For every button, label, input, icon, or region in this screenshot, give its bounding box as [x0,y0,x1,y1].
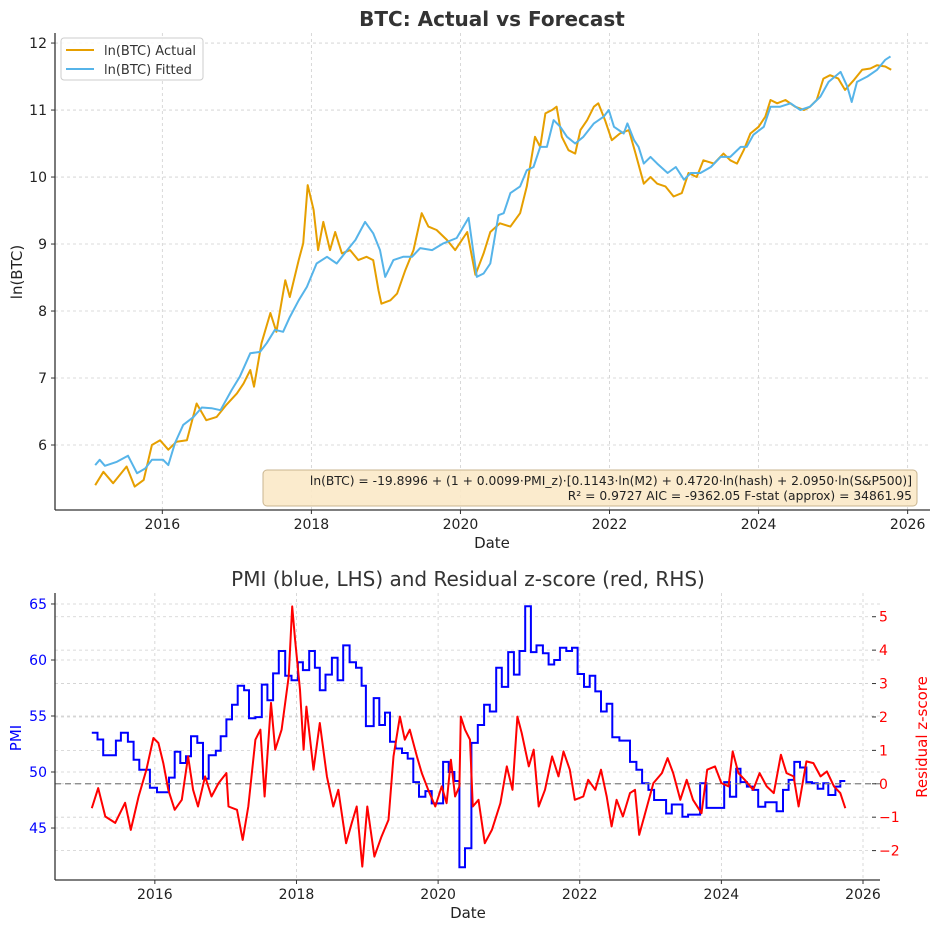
series-residual-z-score [90,605,847,868]
legend-box [60,37,204,81]
pmi-left-tick-label: 45 [29,821,47,837]
btc-chart: BTC: Actual vs Forecast 2016 2018 2020 2022… [8,7,930,552]
btc-y-tick-label: 8 [38,304,47,320]
pmi-left-axis-label: PMI [7,725,25,751]
zscore-right-tick-label: 3 [879,677,888,693]
btc-legend: ln(BTC) Actual ln(BTC) Fitted [60,37,204,81]
equation-background [262,469,918,507]
zscore-right-tick-label: 5 [879,610,888,626]
pmi-left-ticks: 45 50 55 60 65 [29,597,55,837]
btc-chart-axes [54,33,930,511]
pmi-x-tick-label: 2022 [562,887,598,903]
btc-x-tick-label: 2022 [592,517,628,533]
equation-text: ln(BTC) = -19.8996 + (1 + 0.0099·PMI_z)·… [310,474,912,488]
btc-chart-series [94,55,892,488]
btc-x-tick-label: 2016 [145,517,181,533]
btc-y-tick-label: 9 [38,237,47,253]
btc-x-tick-label: 2026 [890,517,926,533]
btc-chart-title: BTC: Actual vs Forecast [359,7,625,31]
zscore-right-tick-label: −2 [879,844,900,860]
btc-x-tick-label: 2020 [443,517,479,533]
model-equation-box: ln(BTC) = -19.8996 + (1 + 0.0099·PMI_z)·… [262,469,918,507]
btc-y-tick-label: 6 [38,438,47,454]
zscore-right-tick-label: −1 [879,810,900,826]
btc-y-axis-label: ln(BTC) [8,245,26,299]
zscore-right-ticks: −2 −1 0 1 2 3 4 5 [872,610,900,860]
zscore-right-axis-label: Residual z-score [913,676,931,798]
zscore-right-tick-label: 4 [879,643,888,659]
series-pmi [91,605,846,869]
fit-statistics-text: R² = 0.9727 AIC = -9362.05 F-stat (appro… [568,489,912,503]
pmi-chart-title: PMI (blue, LHS) and Residual z-score (re… [231,567,705,591]
pmi-left-tick-label: 65 [29,597,47,613]
btc-y-ticks: 6 7 8 9 10 11 12 [29,36,55,454]
pmi-left-tick-label: 60 [29,653,47,669]
btc-x-ticks: 2016 2018 2020 2022 2024 2026 [145,510,926,533]
series-ln-btc-actual [94,64,892,488]
pmi-left-tick-label: 55 [29,709,47,725]
pmi-x-tick-label: 2026 [845,887,881,903]
pmi-x-tick-label: 2024 [704,887,740,903]
pmi-x-ticks: 2016 2018 2020 2022 2024 2026 [137,880,881,903]
pmi-chart-series [55,605,880,869]
btc-y-tick-label: 7 [38,371,47,387]
pmi-chart-grid [55,593,880,880]
pmi-residual-chart: PMI (blue, LHS) and Residual z-score (re… [7,567,931,922]
pmi-chart-axes [54,593,880,881]
pmi-x-tick-label: 2018 [279,887,315,903]
btc-y-tick-label: 10 [29,170,47,186]
btc-x-axis-label: Date [474,534,510,552]
btc-x-tick-label: 2018 [294,517,330,533]
pmi-x-axis-label: Date [450,904,486,922]
legend-label-fitted: ln(BTC) Fitted [104,63,192,78]
legend-label-actual: ln(BTC) Actual [104,44,196,59]
zscore-right-tick-label: 2 [879,710,888,726]
zscore-right-tick-label: 0 [879,777,888,793]
btc-y-tick-label: 11 [29,103,47,119]
pmi-x-tick-label: 2016 [137,887,173,903]
btc-x-tick-label: 2024 [741,517,777,533]
series-ln-btc-fitted [94,55,892,475]
btc-y-tick-label: 12 [29,36,47,52]
pmi-left-tick-label: 50 [29,765,47,781]
zscore-right-tick-label: 1 [879,743,888,759]
pmi-x-tick-label: 2020 [420,887,456,903]
